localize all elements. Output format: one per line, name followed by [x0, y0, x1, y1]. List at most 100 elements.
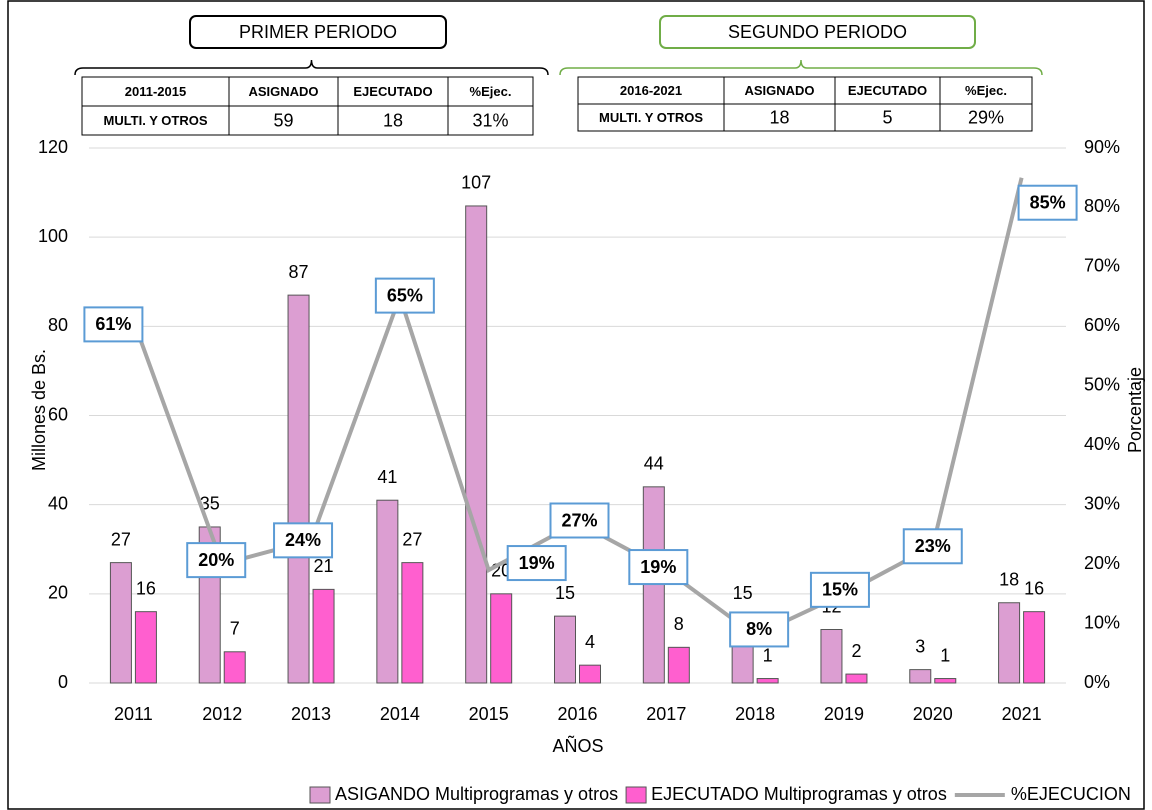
bar	[667, 646, 690, 684]
bar	[287, 294, 310, 684]
bar	[934, 678, 957, 684]
bar	[134, 611, 157, 684]
bar	[756, 678, 779, 684]
x-tick-label: 2015	[469, 704, 509, 724]
bar	[109, 562, 132, 684]
bar-value-label: 15	[733, 583, 753, 603]
brace	[559, 59, 1043, 76]
bar	[554, 615, 576, 684]
table-cell: 2016-2021	[620, 83, 682, 98]
table-cell: 18	[383, 110, 403, 130]
data-label: 19%	[640, 557, 676, 577]
data-label-box	[374, 277, 435, 314]
bar-value-label: 16	[136, 578, 156, 598]
bar-value-label: 21	[314, 556, 334, 576]
period-title: SEGUNDO PERIODO	[728, 22, 907, 42]
bar-value-label: 16	[1024, 578, 1044, 598]
data-label: 8%	[746, 619, 772, 639]
bar-value-label: 44	[644, 454, 664, 474]
y-tick-label: 120	[38, 137, 68, 157]
data-label-box	[186, 542, 247, 579]
y-tick-label: 0	[58, 672, 68, 692]
bar	[376, 499, 399, 684]
legend-label: ASIGANDO Multiprogramas y otros	[335, 784, 618, 804]
y-tick-label: 100	[38, 226, 68, 246]
table-cell: MULTI. Y OTROS	[599, 110, 703, 125]
table-cell: %Ejec.	[965, 83, 1007, 98]
data-label-box	[83, 306, 144, 343]
x-tick-label: 2020	[913, 704, 953, 724]
bar	[820, 629, 843, 684]
data-label: 61%	[95, 314, 131, 334]
table-cell: EJECUTADO	[353, 84, 432, 99]
bar-value-label: 35	[200, 494, 220, 514]
data-label: 20%	[198, 550, 234, 570]
legend-label: %EJECUCION	[1011, 784, 1131, 804]
y2-tick-label: 30%	[1084, 493, 1120, 513]
y-axis-title: Millones de Bs.	[29, 349, 49, 471]
x-tick-label: 2021	[1002, 704, 1042, 724]
x-axis-title: AÑOS	[552, 735, 603, 756]
bar-value-label: 7	[230, 619, 240, 639]
data-label-box	[902, 528, 963, 565]
bar	[845, 673, 868, 684]
table-cell: ASIGNADO	[744, 83, 814, 98]
y2-tick-label: 60%	[1084, 315, 1120, 335]
data-label: 65%	[387, 285, 423, 305]
bar-value-label: 107	[461, 173, 491, 193]
x-tick-label: 2016	[557, 704, 597, 724]
table-cell: 2011-2015	[125, 84, 186, 99]
y2-axis-title: Porcentaje	[1125, 367, 1145, 453]
data-label: 85%	[1030, 192, 1066, 212]
legend-label: EJECUTADO Multiprogramas y otros	[651, 784, 947, 804]
data-label-box	[273, 522, 334, 559]
y2-tick-label: 10%	[1084, 612, 1120, 632]
data-label-box	[549, 502, 610, 539]
bar-value-label: 1	[763, 645, 773, 665]
frame	[7, 0, 1145, 810]
table-cell: 29%	[968, 107, 1004, 127]
line	[131, 177, 1024, 638]
bar	[490, 593, 513, 684]
data-label-box	[1017, 184, 1078, 221]
bar-value-label: 2	[851, 641, 861, 661]
bar-value-label: 4	[585, 632, 595, 652]
legend-swatch	[309, 786, 331, 804]
bar	[465, 205, 488, 684]
y2-tick-label: 70%	[1084, 256, 1120, 276]
data-label: 23%	[915, 536, 951, 556]
y2-tick-label: 80%	[1084, 196, 1120, 216]
y2-tick-label: 0%	[1084, 672, 1110, 692]
bar	[401, 562, 424, 684]
x-tick-label: 2013	[291, 704, 331, 724]
table-cell: 31%	[472, 110, 508, 130]
y-tick-label: 60	[48, 404, 68, 424]
data-label-box	[729, 611, 790, 648]
y-tick-label: 20	[48, 583, 68, 603]
bar	[579, 664, 601, 684]
x-tick-label: 2018	[735, 704, 775, 724]
bar	[1023, 611, 1046, 684]
bar	[312, 588, 335, 684]
y-tick-label: 80	[48, 315, 68, 335]
bar-value-label: 27	[402, 529, 422, 549]
data-label: 19%	[519, 553, 555, 573]
bar	[998, 602, 1021, 684]
table-cell: 59	[273, 110, 293, 130]
y-tick-label: 40	[48, 493, 68, 513]
x-tick-label: 2014	[380, 704, 420, 724]
y2-tick-label: 90%	[1084, 137, 1120, 157]
period-box	[189, 15, 447, 49]
table-cell: 5	[882, 107, 892, 127]
data-label-box	[628, 549, 689, 586]
table-cell: EJECUTADO	[848, 83, 927, 98]
bar-value-label: 8	[674, 614, 684, 634]
x-tick-label: 2012	[202, 704, 242, 724]
brace	[74, 59, 549, 76]
period-box	[659, 15, 976, 49]
table-cell: %Ejec.	[470, 84, 512, 99]
period-title: PRIMER PERIODO	[239, 22, 397, 42]
bar-value-label: 15	[555, 583, 575, 603]
bar	[223, 651, 246, 684]
